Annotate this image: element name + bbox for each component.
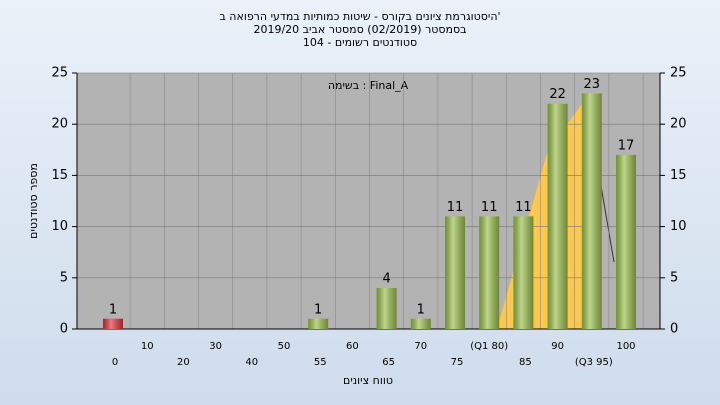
bar-shade	[479, 216, 500, 329]
x-tick-label: 85	[519, 357, 532, 368]
title-line: היסטוגרמת ציונים בקורס - שיטות כמותיות ב…	[219, 10, 500, 23]
y-tick-label: 15	[51, 168, 68, 183]
value-label: 22	[549, 87, 566, 102]
x-tick-label: 30	[209, 341, 222, 352]
y-axis-label: מספר סטודנטים	[27, 163, 40, 239]
y2-tick-label: 15	[670, 168, 687, 183]
value-label: 1	[417, 302, 425, 317]
bar-shade	[103, 318, 123, 329]
y-tick-label: 5	[60, 270, 68, 285]
value-label: 11	[481, 200, 498, 215]
annotation: בשימה : Final_A	[328, 79, 409, 92]
value-label: 17	[618, 138, 635, 153]
value-label: 1	[109, 302, 117, 317]
bar-shade	[581, 93, 602, 329]
y-tick-label: 20	[51, 117, 68, 132]
y2-tick-label: 5	[670, 270, 678, 285]
value-label: 23	[584, 77, 601, 92]
bar-shade	[547, 103, 568, 329]
y2-tick-label: 25	[670, 66, 687, 81]
x-tick-label: (Q3 95)	[575, 357, 613, 368]
x-tick-label: 65	[382, 357, 395, 368]
bar-shade	[376, 288, 397, 329]
y-tick-label: 0	[60, 322, 68, 337]
x-axis-label: טווח ציונים	[343, 374, 393, 387]
value-label: 4	[382, 272, 390, 287]
x-tick-label: 75	[451, 357, 464, 368]
bar-shade	[513, 216, 534, 329]
x-tick-label: 10	[141, 341, 154, 352]
x-tick-label: 55	[314, 357, 327, 368]
x-tick-label: 50	[278, 341, 291, 352]
bar-shade	[410, 318, 431, 329]
bar-shade	[445, 216, 465, 329]
value-label: 11	[447, 200, 464, 215]
y2-tick-label: 20	[670, 117, 687, 132]
x-tick-label: 40	[245, 357, 258, 368]
bar-shade	[308, 318, 329, 329]
value-label: 11	[515, 200, 532, 215]
x-tick-label: 0	[112, 357, 118, 368]
y-tick-label: 10	[51, 219, 68, 234]
y2-tick-label: 10	[670, 219, 687, 234]
y2-tick-label: 0	[670, 322, 678, 337]
x-tick-label: 90	[551, 341, 564, 352]
bar-shade	[616, 154, 636, 329]
x-tick-label: 60	[346, 341, 359, 352]
x-tick-label: 20	[177, 357, 190, 368]
x-tick-label: 100	[616, 341, 635, 352]
value-label: 1	[314, 302, 322, 317]
x-tick-label: (Q1 80)	[470, 341, 508, 352]
x-tick-label: 70	[414, 341, 427, 352]
title-line: סטודנטים רשומים - 104	[303, 36, 417, 49]
decor-line	[599, 179, 615, 263]
y-tick-label: 25	[51, 66, 68, 81]
title-line: בסמסטר (02/2019) סמסטר אביב 2019/20	[253, 23, 466, 36]
